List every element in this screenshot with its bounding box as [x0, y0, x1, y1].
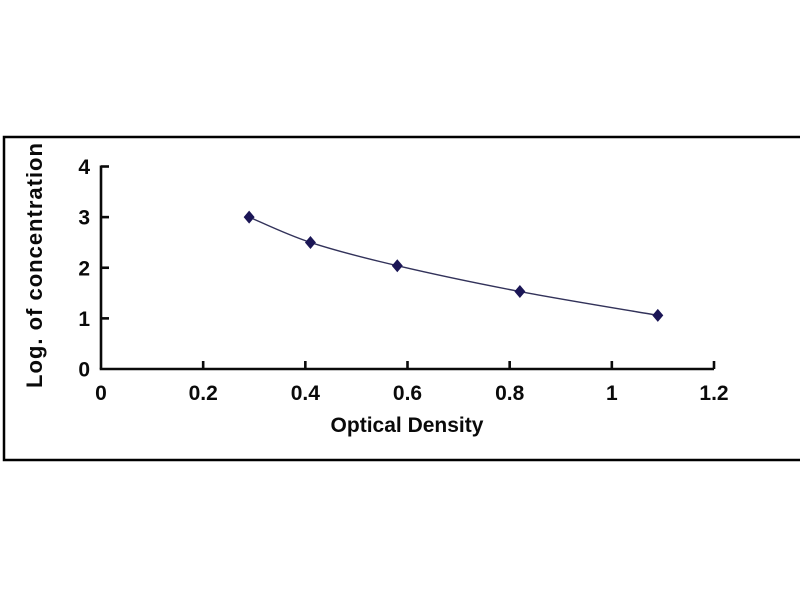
- y-axis-title: Log. of concentration: [22, 142, 47, 388]
- curve-line: [248, 216, 658, 317]
- data-point-marker: [652, 308, 664, 322]
- x-tick-label: 1: [606, 382, 618, 405]
- x-tick-label: 0: [95, 382, 107, 405]
- y-tick-label: 4: [78, 156, 90, 179]
- x-tick-label: 0.4: [291, 382, 321, 405]
- y-tick-label: 0: [78, 359, 90, 382]
- x-tick-label: 0.8: [495, 382, 525, 405]
- data-point-marker: [304, 235, 316, 249]
- data-series: [243, 210, 664, 322]
- y-tick-label: 3: [78, 207, 90, 230]
- x-tick-label: 0.6: [393, 382, 422, 405]
- chart-frame: [2, 135, 800, 462]
- y-tick-label: 2: [78, 257, 90, 280]
- x-axis-title: Optical Density: [331, 414, 484, 437]
- axis-ticks: [101, 165, 716, 369]
- data-point-marker: [243, 210, 255, 224]
- x-tick-label: 1.2: [699, 382, 728, 405]
- data-point-marker: [514, 285, 526, 299]
- axis-tick-labels: 0 0.2 0.4 0.6 0.8 1 1.2 0 1 2 3 4: [78, 156, 728, 405]
- data-point-marker: [391, 259, 403, 273]
- y-tick-label: 1: [78, 308, 90, 331]
- axes: [99, 165, 714, 371]
- x-tick-label: 0.2: [189, 382, 218, 405]
